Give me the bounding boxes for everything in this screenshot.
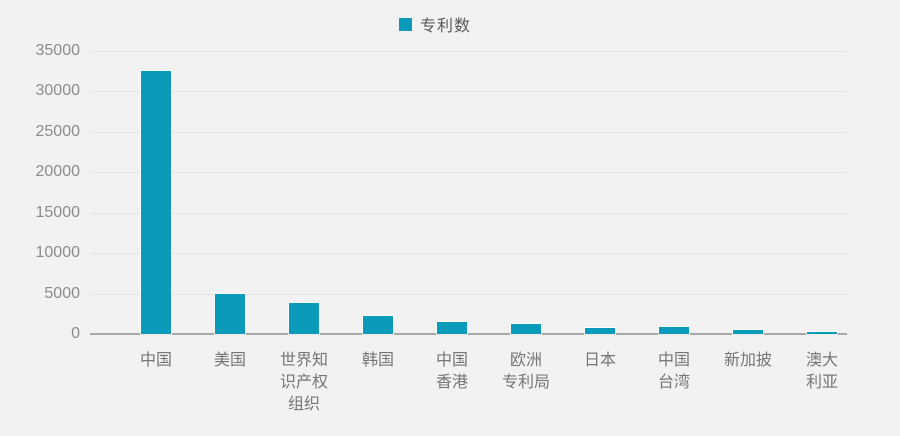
gridline xyxy=(90,293,847,295)
legend-label: 专利数 xyxy=(420,18,472,35)
x-axis-line xyxy=(90,333,847,335)
bar-澳大利亚[interactable] xyxy=(807,331,837,334)
x-tick-label: 日本 xyxy=(583,352,616,369)
gridline xyxy=(90,253,847,255)
x-tick-label: 美国 xyxy=(213,352,246,369)
bar-中国[interactable] xyxy=(141,71,171,334)
y-tick-label: 20000 xyxy=(35,163,81,181)
x-tick-label: 韩国 xyxy=(361,352,394,369)
legend-item[interactable]: 专利数 xyxy=(399,12,471,36)
gridline xyxy=(90,51,847,52)
legend-swatch-icon xyxy=(399,17,412,31)
y-axis: 0 5000 10000 15000 20000 25000 30000 35000 xyxy=(0,42,81,342)
bar-美国[interactable] xyxy=(215,294,245,334)
y-tick-label: 0 xyxy=(71,325,80,342)
x-tick-label: 欧洲 专利局 xyxy=(501,352,550,391)
x-tick-label: 新加披 xyxy=(723,352,772,369)
gridline xyxy=(90,131,847,133)
x-tick-label: 中国 台湾 xyxy=(657,352,690,391)
bar-韩国[interactable] xyxy=(363,315,393,334)
x-tick-label: 澳大 利亚 xyxy=(805,352,838,391)
y-tick-label: 15000 xyxy=(35,203,81,221)
y-tick-label: 5000 xyxy=(44,284,80,302)
y-tick-label: 30000 xyxy=(35,82,81,100)
y-tick-label: 10000 xyxy=(35,244,81,262)
bar-中国台湾[interactable] xyxy=(659,327,689,334)
bar-新加披[interactable] xyxy=(733,329,763,334)
gridline xyxy=(90,172,847,174)
y-tick-label: 35000 xyxy=(35,42,81,59)
y-tick-label: 25000 xyxy=(35,122,81,140)
x-tick-label: 中国 香港 xyxy=(435,352,468,391)
gridline xyxy=(90,91,847,93)
plot-area xyxy=(90,51,847,335)
gridline xyxy=(90,212,847,214)
x-tick-label: 世界知 识产权 组织 xyxy=(279,352,328,413)
bar-中国香港[interactable] xyxy=(437,321,467,334)
bar-欧洲专利局[interactable] xyxy=(511,323,541,334)
x-tick-label: 中国 xyxy=(139,352,172,369)
bar-日本[interactable] xyxy=(585,327,615,334)
bar-世界知识产权组织[interactable] xyxy=(289,303,319,334)
